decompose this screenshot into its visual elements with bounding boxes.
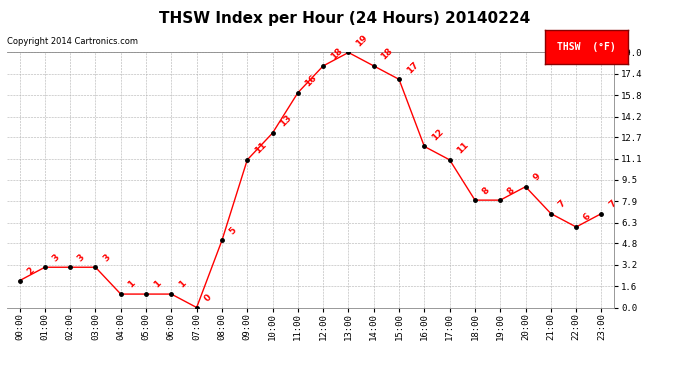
Text: 16: 16 — [304, 74, 319, 88]
Text: 9: 9 — [531, 172, 542, 183]
Text: THSW  (°F): THSW (°F) — [557, 42, 616, 52]
Text: 1: 1 — [152, 279, 162, 290]
Text: 18: 18 — [328, 46, 344, 62]
Text: 11: 11 — [253, 141, 268, 156]
Text: 19: 19 — [354, 33, 369, 48]
Text: 8: 8 — [506, 185, 517, 196]
Text: 3: 3 — [101, 252, 112, 263]
Text: 7: 7 — [556, 198, 567, 209]
Text: 18: 18 — [380, 46, 395, 62]
Text: 11: 11 — [455, 141, 471, 156]
Text: 17: 17 — [404, 60, 420, 75]
Text: 13: 13 — [278, 114, 293, 129]
Text: 2: 2 — [25, 266, 36, 276]
Text: THSW Index per Hour (24 Hours) 20140224: THSW Index per Hour (24 Hours) 20140224 — [159, 11, 531, 26]
Text: 1: 1 — [177, 279, 188, 290]
Text: 8: 8 — [480, 185, 491, 196]
Text: Copyright 2014 Cartronics.com: Copyright 2014 Cartronics.com — [7, 38, 138, 46]
Text: 12: 12 — [430, 127, 445, 142]
Text: 3: 3 — [76, 252, 86, 263]
Text: 5: 5 — [228, 225, 238, 236]
Text: 0: 0 — [202, 292, 213, 303]
Text: 1: 1 — [126, 279, 137, 290]
Text: 3: 3 — [50, 252, 61, 263]
Text: 7: 7 — [607, 198, 618, 209]
Text: 6: 6 — [582, 212, 593, 223]
